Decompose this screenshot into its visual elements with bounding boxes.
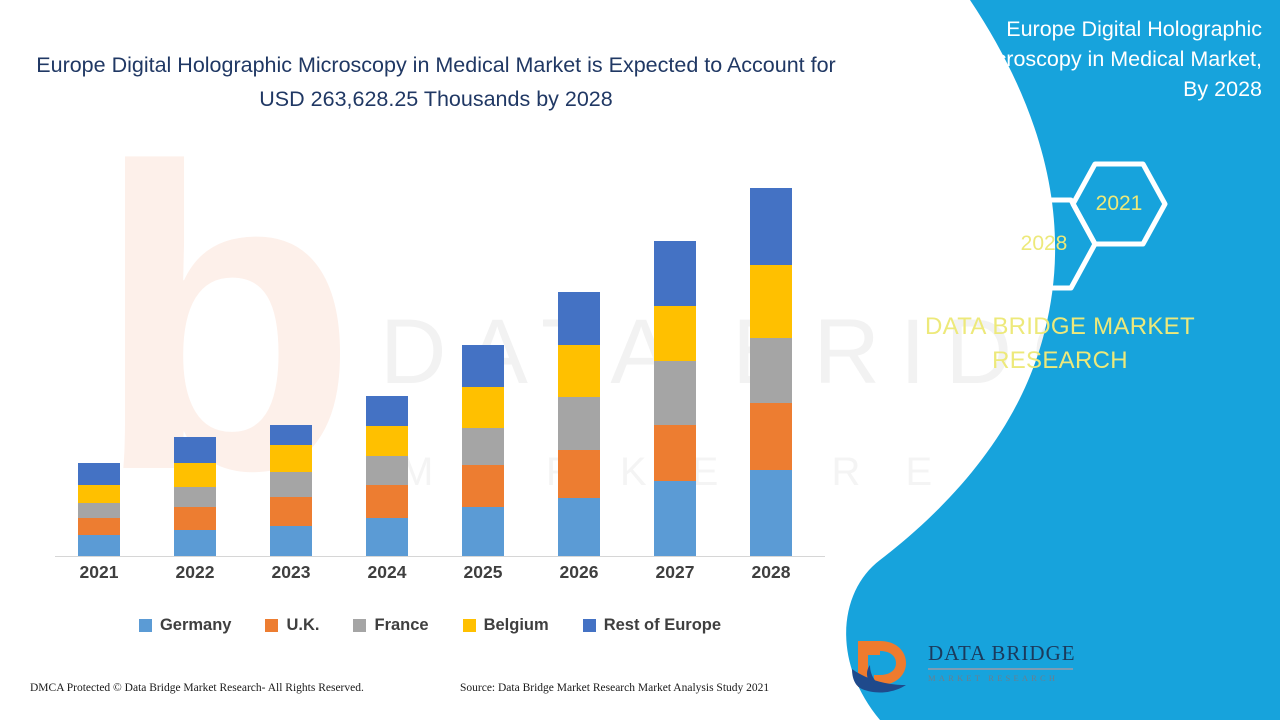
x-axis-label-2028: 2028 — [751, 562, 791, 582]
bar-segment-rest-of-europe — [270, 425, 312, 445]
bar-segment-rest-of-europe — [750, 188, 792, 265]
hexagon-2021-label: 2021 — [1095, 192, 1143, 215]
bar-segment-france — [654, 361, 696, 425]
legend-label: U.K. — [286, 615, 320, 634]
x-axis-label-2026: 2026 — [559, 562, 599, 582]
footer-copyright: DMCA Protected © Data Bridge Market Rese… — [30, 682, 364, 694]
bar-segment-u-k — [270, 497, 312, 526]
bar-stack-2022 — [174, 437, 216, 556]
legend-swatch-icon — [353, 618, 367, 632]
bar-segment-germany — [558, 498, 600, 556]
logo-subtitle: MARKET RESEARCH — [928, 673, 1059, 683]
hexagon-2021: 2021 — [1070, 160, 1168, 248]
legend-swatch-icon — [265, 618, 279, 632]
legend-swatch-icon — [462, 618, 476, 632]
bar-segment-france — [750, 338, 792, 403]
bar-stack-2026 — [558, 292, 600, 556]
legend-item-u-k[interactable]: U.K. — [265, 616, 319, 635]
x-axis-label-2024: 2024 — [367, 562, 407, 582]
bar-segment-germany — [366, 518, 408, 556]
bar-segment-belgium — [750, 265, 792, 338]
brand-panel-content: Europe Digital Holographic Microscopy in… — [840, 0, 1280, 720]
legend-label: France — [374, 615, 429, 634]
x-axis-label-2025: 2025 — [463, 562, 503, 582]
bar-segment-france — [558, 397, 600, 450]
bar-segment-rest-of-europe — [654, 241, 696, 306]
watermark-letter: b — [95, 80, 358, 560]
legend-swatch-icon — [582, 618, 596, 632]
bar-stack-2027 — [654, 241, 696, 556]
bar-segment-belgium — [270, 445, 312, 472]
footer: DMCA Protected © Data Bridge Market Rese… — [0, 680, 860, 710]
bar-stack-2028 — [750, 188, 792, 556]
bar-segment-u-k — [174, 507, 216, 530]
legend-label: Germany — [159, 615, 232, 634]
page-title: Europe Digital Holographic Microscopy in… — [36, 53, 836, 111]
bar-segment-france — [270, 472, 312, 497]
x-axis-line — [55, 556, 825, 557]
logo-divider — [928, 668, 1073, 670]
x-axis-labels: 2021 2022 2023 2024 2025 2026 2027 2028 — [0, 562, 860, 592]
bar-segment-germany — [174, 530, 216, 556]
bar-segment-rest-of-europe — [462, 345, 504, 387]
bar-segment-france — [366, 456, 408, 485]
bar-segment-belgium — [174, 463, 216, 487]
bar-segment-rest-of-europe — [558, 292, 600, 345]
legend-item-rest-of-europe[interactable]: Rest of Europe — [582, 615, 722, 635]
chart-legend: Germany U.K. France Belgium Rest of Europe — [0, 608, 860, 642]
brand-name: DATA BRIDGE MARKET RESEARCH — [925, 313, 1195, 374]
bar-segment-germany — [654, 481, 696, 556]
bar-segment-u-k — [462, 465, 504, 507]
bar-stack-2023 — [270, 425, 312, 556]
bar-segment-u-k — [78, 518, 120, 535]
bar-segment-france — [78, 503, 120, 518]
bar-segment-germany — [78, 535, 120, 556]
legend-item-france[interactable]: France — [353, 615, 429, 635]
company-logo: DATA BRIDGE MARKET RESEARCH — [850, 635, 1080, 705]
hexagon-2028-label: 2028 — [1020, 232, 1068, 255]
bar-segment-u-k — [366, 485, 408, 518]
logo-mark-icon — [852, 641, 906, 693]
bar-segment-belgium — [462, 387, 504, 428]
bar-segment-belgium — [654, 306, 696, 361]
legend-item-germany[interactable]: Germany — [138, 615, 232, 635]
bar-segment-belgium — [366, 426, 408, 456]
hexagon-group: 2028 2021 — [990, 160, 1210, 291]
footer-source: Source: Data Bridge Market Research Mark… — [460, 682, 770, 694]
legend-label: Belgium — [483, 615, 549, 634]
bar-segment-u-k — [558, 450, 600, 498]
panel-title: Europe Digital Holographic Microscopy in… — [972, 17, 1262, 101]
x-axis-label-2022: 2022 — [175, 562, 215, 582]
x-axis-label-2027: 2027 — [655, 562, 695, 582]
bar-segment-belgium — [78, 485, 120, 503]
x-axis-label-2021: 2021 — [79, 562, 119, 582]
logo-title: DATA BRIDGE — [928, 641, 1076, 665]
plot-area — [0, 150, 860, 570]
bar-stack-2021 — [78, 463, 120, 556]
legend-item-belgium[interactable]: Belgium — [462, 615, 549, 635]
bar-segment-rest-of-europe — [366, 396, 408, 426]
bar-segment-france — [462, 428, 504, 465]
bar-segment-france — [174, 487, 216, 507]
bar-segment-u-k — [654, 425, 696, 481]
bar-segment-germany — [462, 507, 504, 556]
bar-segment-germany — [750, 470, 792, 556]
bar-segment-rest-of-europe — [174, 437, 216, 463]
x-axis-label-2023: 2023 — [271, 562, 311, 582]
legend-swatch-icon — [138, 618, 152, 632]
bar-segment-belgium — [558, 345, 600, 397]
legend-label: Rest of Europe — [603, 615, 722, 634]
bar-segment-germany — [270, 526, 312, 556]
bar-stack-2025 — [462, 345, 504, 556]
bar-segment-rest-of-europe — [78, 463, 120, 485]
bar-stack-2024 — [366, 396, 408, 556]
bar-segment-u-k — [750, 403, 792, 470]
logo-wordmark: DATA BRIDGE MARKET RESEARCH — [928, 641, 1078, 683]
